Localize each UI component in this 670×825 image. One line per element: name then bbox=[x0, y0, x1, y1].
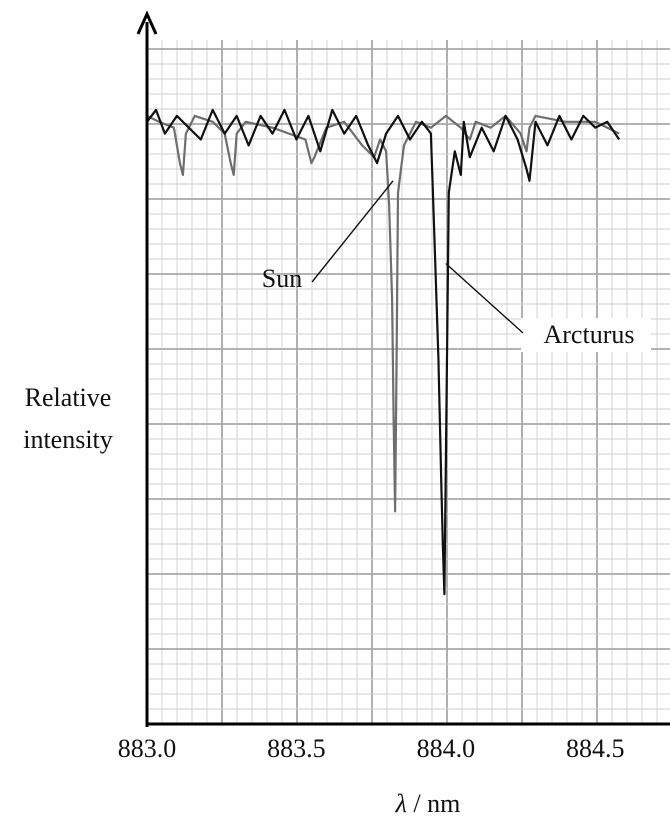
sun-leader-line bbox=[311, 180, 394, 283]
x-tick-label: 884.5 bbox=[566, 734, 625, 763]
arcturus-leader-line bbox=[445, 262, 524, 334]
x-axis-label: λ / nm bbox=[395, 789, 461, 818]
y-axis-label-line-1: Relative bbox=[25, 383, 112, 412]
y-axis-label-line-2: intensity bbox=[23, 425, 113, 454]
x-tick-label: 884.0 bbox=[417, 734, 476, 763]
series-layer bbox=[146, 108, 621, 596]
arcturus-label-bg bbox=[521, 318, 651, 352]
grid bbox=[146, 40, 670, 725]
y-axis-arrow bbox=[136, 10, 158, 35]
annotations: Sun Arcturus bbox=[262, 180, 651, 352]
axes bbox=[136, 10, 670, 727]
x-axis-symbol: λ bbox=[395, 789, 407, 818]
x-tick-label: 883.5 bbox=[267, 734, 326, 763]
tick-labels: 883.0 883.5 884.0 884.5 bbox=[118, 734, 625, 763]
series-line-arcturus bbox=[146, 108, 621, 596]
series-line-sun bbox=[146, 114, 620, 513]
arcturus-label: Arcturus bbox=[544, 320, 635, 349]
x-axis-unit: / nm bbox=[407, 789, 460, 818]
x-tick-label: 883.0 bbox=[118, 734, 177, 763]
sun-label: Sun bbox=[262, 264, 302, 293]
